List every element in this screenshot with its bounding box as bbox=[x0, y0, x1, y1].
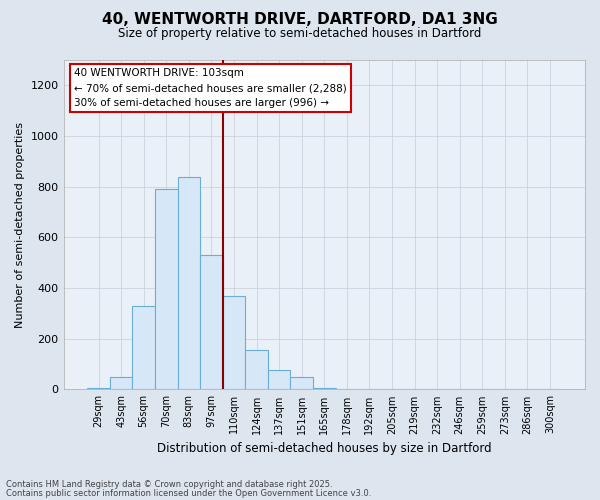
Bar bbox=[155, 189, 178, 390]
Bar bbox=[223, 296, 245, 390]
Y-axis label: Number of semi-detached properties: Number of semi-detached properties bbox=[15, 122, 25, 328]
Text: Contains HM Land Registry data © Crown copyright and database right 2025.: Contains HM Land Registry data © Crown c… bbox=[6, 480, 332, 489]
Bar bbox=[268, 370, 290, 390]
Bar bbox=[110, 377, 133, 390]
X-axis label: Distribution of semi-detached houses by size in Dartford: Distribution of semi-detached houses by … bbox=[157, 442, 491, 455]
Bar bbox=[245, 350, 268, 390]
Bar bbox=[313, 388, 335, 390]
Bar bbox=[87, 388, 110, 390]
Text: Size of property relative to semi-detached houses in Dartford: Size of property relative to semi-detach… bbox=[118, 28, 482, 40]
Bar bbox=[178, 176, 200, 390]
Text: 40 WENTWORTH DRIVE: 103sqm
← 70% of semi-detached houses are smaller (2,288)
30%: 40 WENTWORTH DRIVE: 103sqm ← 70% of semi… bbox=[74, 68, 347, 108]
Text: Contains public sector information licensed under the Open Government Licence v3: Contains public sector information licen… bbox=[6, 488, 371, 498]
Bar bbox=[133, 306, 155, 390]
Bar bbox=[290, 377, 313, 390]
Text: 40, WENTWORTH DRIVE, DARTFORD, DA1 3NG: 40, WENTWORTH DRIVE, DARTFORD, DA1 3NG bbox=[102, 12, 498, 28]
Bar bbox=[200, 255, 223, 390]
